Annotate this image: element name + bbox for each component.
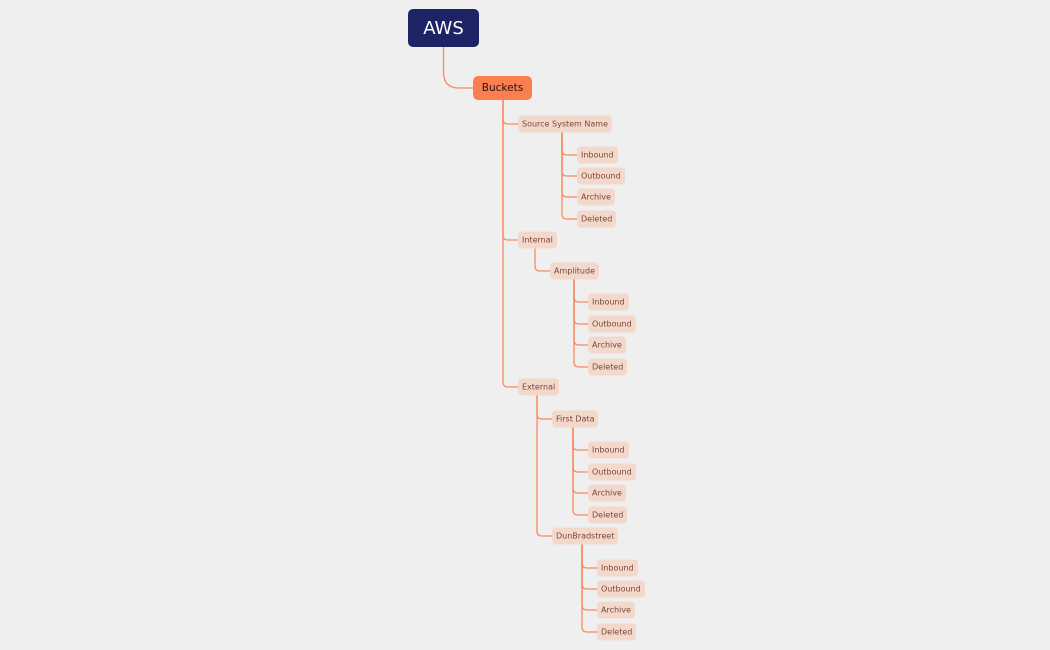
link-node-firstdata-archive: [572, 427, 588, 494]
link-node-dnb-inbound: [581, 544, 597, 569]
node-amplitude-archive[interactable]: Archive: [588, 336, 626, 354]
node-amplitude-inbound[interactable]: Inbound: [588, 293, 629, 311]
link-node-amplitude-inbound: [573, 279, 588, 303]
link-node-source-inbound: [561, 132, 577, 156]
node-firstdata-deleted[interactable]: Deleted: [588, 506, 628, 524]
node-source-outbound[interactable]: Outbound: [577, 167, 625, 185]
node-buckets[interactable]: Buckets: [473, 76, 532, 100]
node-external[interactable]: External: [518, 378, 560, 396]
node-dnb-deleted[interactable]: Deleted: [597, 623, 637, 641]
link-node-external: [502, 100, 518, 388]
node-source-inbound[interactable]: Inbound: [577, 146, 618, 164]
node-amplitude-deleted[interactable]: Deleted: [588, 358, 628, 376]
node-source-system-name[interactable]: Source System Name: [518, 115, 612, 133]
node-firstdata-inbound[interactable]: Inbound: [588, 441, 629, 459]
node-source-deleted[interactable]: Deleted: [577, 210, 617, 228]
link-node-source-system-name: [502, 100, 518, 125]
link-node-first-data: [536, 395, 552, 420]
node-firstdata-outbound[interactable]: Outbound: [588, 463, 636, 481]
link-node-amplitude-archive: [573, 279, 588, 346]
link-node-dunbradstreet: [536, 395, 552, 537]
link-node-dnb-archive: [581, 544, 597, 611]
node-amplitude[interactable]: Amplitude: [550, 262, 599, 280]
node-dnb-inbound[interactable]: Inbound: [597, 559, 638, 577]
link-node-dnb-deleted: [581, 544, 597, 633]
link-node-amplitude: [534, 248, 550, 272]
link-aws-buckets: [442, 47, 473, 89]
link-node-source-archive: [561, 132, 577, 198]
link-node-amplitude-deleted: [573, 279, 588, 368]
node-dunbradstreet[interactable]: DunBradstreet: [552, 527, 619, 545]
node-amplitude-outbound[interactable]: Outbound: [588, 315, 636, 333]
link-node-source-deleted: [561, 132, 577, 220]
node-dnb-outbound[interactable]: Outbound: [597, 580, 645, 598]
node-firstdata-archive[interactable]: Archive: [588, 484, 626, 502]
link-node-firstdata-inbound: [572, 427, 588, 451]
node-internal[interactable]: Internal: [518, 231, 557, 249]
link-node-firstdata-deleted: [572, 427, 588, 516]
node-source-archive[interactable]: Archive: [577, 188, 615, 206]
link-node-internal: [502, 100, 518, 241]
root-node-aws[interactable]: AWS: [408, 9, 479, 47]
node-dnb-archive[interactable]: Archive: [597, 601, 635, 619]
node-first-data[interactable]: First Data: [552, 410, 599, 428]
